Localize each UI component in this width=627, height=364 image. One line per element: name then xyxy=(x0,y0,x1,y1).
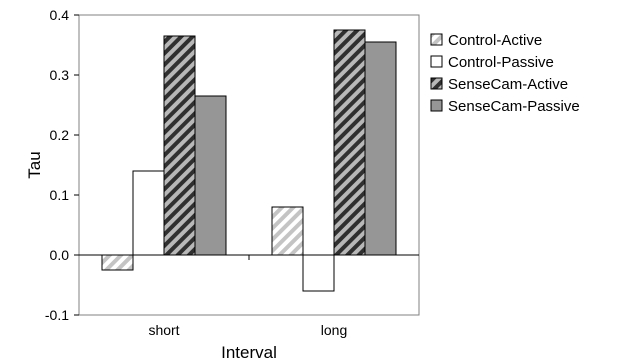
legend-swatch xyxy=(430,33,443,46)
legend-label: SenseCam-Passive xyxy=(448,98,580,115)
y-tick-label: 0.3 xyxy=(50,67,70,83)
legend-label: Control-Passive xyxy=(448,54,554,71)
bar-short-sensecam-active xyxy=(163,35,196,256)
y-tick-label: 0.0 xyxy=(50,247,70,263)
y-tick-label: 0.1 xyxy=(50,187,70,203)
y-tick-label: -0.1 xyxy=(45,307,69,323)
bar-long-control-passive xyxy=(302,254,335,292)
y-axis-title: Tau xyxy=(25,151,44,178)
bar-long-sensecam-active xyxy=(333,29,366,256)
bar-short-sensecam-passive xyxy=(194,95,227,256)
bar-short-control-active xyxy=(101,254,134,271)
bar-short-control-passive xyxy=(132,170,165,256)
y-tick-label: 0.4 xyxy=(50,7,70,23)
legend-swatch xyxy=(430,55,443,68)
x-tick-label: long xyxy=(321,322,347,338)
legend-swatch xyxy=(430,77,443,90)
legend: Control-Active Control-Passive SenseCam-Ac… xyxy=(430,32,580,115)
x-tick-label: short xyxy=(148,322,179,338)
legend-label: SenseCam-Active xyxy=(448,76,568,93)
y-tick-label: 0.2 xyxy=(50,127,70,143)
legend-swatch xyxy=(430,99,443,112)
bar-long-control-active xyxy=(271,206,304,256)
x-axis-title: Interval xyxy=(221,343,277,362)
bar-long-sensecam-passive xyxy=(364,41,397,256)
legend-label: Control-Active xyxy=(448,32,542,49)
